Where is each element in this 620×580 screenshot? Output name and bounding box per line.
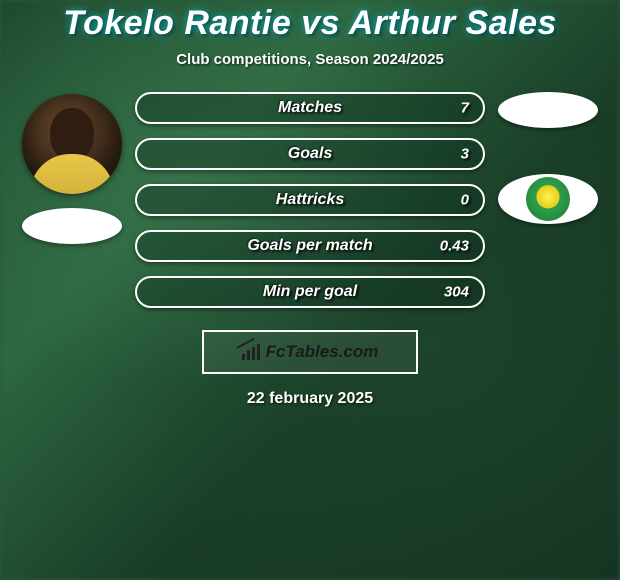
stat-bar: Goals 3: [135, 138, 485, 170]
comparison-card: Tokelo Rantie vs Arthur Sales Club compe…: [0, 0, 620, 580]
stat-bar: Matches 7: [135, 92, 485, 124]
stat-label: Min per goal: [263, 283, 357, 301]
left-player-col: [17, 92, 127, 244]
stat-label: Matches: [278, 99, 342, 117]
brand-box: FcTables.com: [202, 330, 418, 374]
left-player-avatar: [22, 94, 122, 194]
stat-value-right: 3: [461, 146, 469, 163]
main-row: Matches 7 Goals 3 Hattricks 0 Goals per match 0…: [0, 92, 620, 308]
chart-icon: [242, 344, 260, 360]
date-text: 22 february 2025: [247, 390, 373, 408]
page-title: Tokelo Rantie vs Arthur Sales: [63, 4, 557, 43]
stat-label: Hattricks: [276, 191, 344, 209]
stat-value-right: 0.43: [440, 238, 469, 255]
stat-bar: Goals per match 0.43: [135, 230, 485, 262]
sundowns-logo-icon: [526, 177, 570, 221]
stat-value-right: 7: [461, 100, 469, 117]
right-player-club-badge: [498, 174, 598, 224]
page-subtitle: Club competitions, Season 2024/2025: [176, 51, 444, 68]
right-player-col: [493, 92, 603, 224]
stat-value-right: 304: [444, 284, 469, 301]
stat-label: Goals: [288, 145, 332, 163]
right-player-placeholder: [498, 92, 598, 128]
stat-bar: Hattricks 0: [135, 184, 485, 216]
stat-bars: Matches 7 Goals 3 Hattricks 0 Goals per match 0…: [135, 92, 485, 308]
brand-text: FcTables.com: [266, 342, 379, 362]
stat-label: Goals per match: [247, 237, 372, 255]
left-player-club-badge: [22, 208, 122, 244]
stat-bar: Min per goal 304: [135, 276, 485, 308]
stat-value-right: 0: [461, 192, 469, 209]
